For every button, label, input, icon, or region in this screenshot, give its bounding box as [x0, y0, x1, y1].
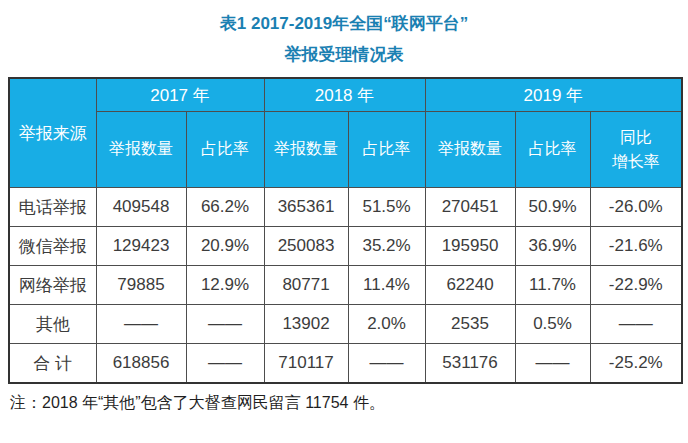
table-title: 表1 2017-2019年全国“联网平台” 举报受理情况表 — [0, 0, 688, 71]
table-row-web: 网络举报 79885 12.9% 80771 11.4% 62240 11.7%… — [9, 266, 682, 305]
table-row-wechat: 微信举报 129423 20.9% 250083 35.2% 195950 36… — [9, 227, 682, 266]
table-cell: 710117 — [264, 344, 348, 383]
table-cell: -26.0% — [590, 188, 682, 227]
table-cell: 2535 — [425, 305, 515, 344]
row-label: 微信举报 — [9, 227, 96, 266]
row-label: 电话举报 — [9, 188, 96, 227]
table-cell: 618856 — [96, 344, 186, 383]
row-label: 其他 — [9, 305, 96, 344]
row-label: 网络举报 — [9, 266, 96, 305]
table-title-line1: 表1 2017-2019年全国“联网平台” — [0, 8, 688, 39]
sub-header-share-2018: 占比率 — [348, 112, 425, 188]
table-cell: 50.9% — [515, 188, 590, 227]
table-row-phone: 电话举报 409548 66.2% 365361 51.5% 270451 50… — [9, 188, 682, 227]
table-cell: 531176 — [425, 344, 515, 383]
table-cell: 11.7% — [515, 266, 590, 305]
table-row-other: 其他 —— —— 13902 2.0% 2535 0.5% —— — [9, 305, 682, 344]
report-acceptance-table: 举报来源 2017 年 2018 年 2019 年 举报数量 占比率 举报数量 … — [8, 77, 683, 384]
table-cell: 270451 — [425, 188, 515, 227]
table-cell: -21.6% — [590, 227, 682, 266]
table-cell: 79885 — [96, 266, 186, 305]
table-cell: 12.9% — [186, 266, 264, 305]
table-cell: 51.5% — [348, 188, 425, 227]
table-cell: 13902 — [264, 305, 348, 344]
table-cell: 20.9% — [186, 227, 264, 266]
table-cell: 409548 — [96, 188, 186, 227]
table-cell: 2.0% — [348, 305, 425, 344]
table-cell: 195950 — [425, 227, 515, 266]
table-cell: 36.9% — [515, 227, 590, 266]
sub-header-row: 举报数量 占比率 举报数量 占比率 举报数量 占比率 同比 增长率 — [9, 112, 682, 188]
year-header-2018: 2018 年 — [264, 78, 425, 112]
sub-header-yoy-growth: 同比 增长率 — [590, 112, 682, 188]
table-footnote: 注：2018 年“其他”包含了大督查网民留言 11754 件。 — [10, 393, 688, 414]
table-cell: 35.2% — [348, 227, 425, 266]
table-cell: -22.9% — [590, 266, 682, 305]
table-cell: 129423 — [96, 227, 186, 266]
table-cell: —— — [96, 305, 186, 344]
sub-header-count-2018: 举报数量 — [264, 112, 348, 188]
table-title-line2: 举报受理情况表 — [0, 39, 688, 70]
corner-header-source: 举报来源 — [9, 78, 96, 188]
table-header: 举报来源 2017 年 2018 年 2019 年 举报数量 占比率 举报数量 … — [9, 78, 682, 188]
table-row-total: 合 计 618856 —— 710117 —— 531176 —— -25.2% — [9, 344, 682, 383]
table-cell: 0.5% — [515, 305, 590, 344]
table-cell: —— — [186, 305, 264, 344]
table-body: 电话举报 409548 66.2% 365361 51.5% 270451 50… — [9, 188, 682, 383]
year-header-2017: 2017 年 — [96, 78, 264, 112]
sub-header-share-2017: 占比率 — [186, 112, 264, 188]
table-cell: —— — [348, 344, 425, 383]
table-cell: 250083 — [264, 227, 348, 266]
report-table-page: 表1 2017-2019年全国“联网平台” 举报受理情况表 举报来源 2017 … — [0, 0, 688, 443]
table-cell: —— — [590, 305, 682, 344]
sub-header-share-2019: 占比率 — [515, 112, 590, 188]
table-cell: —— — [186, 344, 264, 383]
year-header-2019: 2019 年 — [425, 78, 682, 112]
sub-header-count-2019: 举报数量 — [425, 112, 515, 188]
table-cell: 62240 — [425, 266, 515, 305]
table-cell: 66.2% — [186, 188, 264, 227]
table-cell: 365361 — [264, 188, 348, 227]
table-cell: -25.2% — [590, 344, 682, 383]
year-header-row: 举报来源 2017 年 2018 年 2019 年 — [9, 78, 682, 112]
row-label: 合 计 — [9, 344, 96, 383]
table-cell: 11.4% — [348, 266, 425, 305]
table-cell: 80771 — [264, 266, 348, 305]
sub-header-count-2017: 举报数量 — [96, 112, 186, 188]
table-cell: —— — [515, 344, 590, 383]
